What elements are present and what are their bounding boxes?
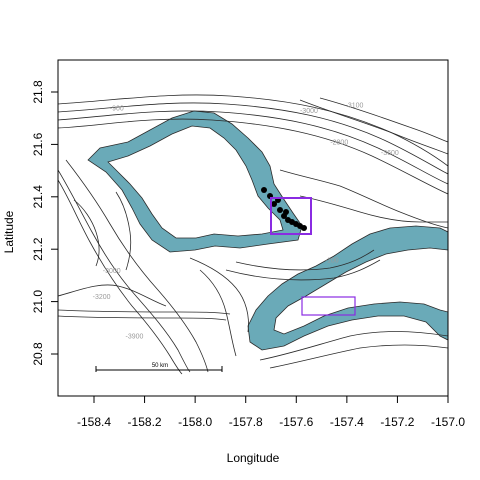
contour-line bbox=[73, 199, 100, 267]
x-axis-tick-label: -157.0 bbox=[431, 415, 465, 429]
contour-line bbox=[299, 195, 448, 223]
x-axis-tick-label: -158.4 bbox=[77, 415, 111, 429]
y-axis-title: Latitude bbox=[2, 210, 16, 253]
contour-label: -3000 bbox=[103, 268, 121, 275]
sample-point bbox=[283, 209, 289, 215]
oahu-land bbox=[107, 125, 284, 239]
contour-line bbox=[115, 191, 132, 271]
contour-label: -3200 bbox=[93, 294, 111, 301]
y-axis-tick-label: 21.8 bbox=[31, 80, 45, 104]
y-axis-tick-label: 21.0 bbox=[31, 290, 45, 314]
x-axis-tick-label: -157.6 bbox=[279, 415, 313, 429]
southeast-land bbox=[273, 247, 448, 335]
sample-point bbox=[301, 225, 307, 231]
x-axis-tick-label: -157.8 bbox=[229, 415, 263, 429]
plot-frame bbox=[57, 59, 449, 397]
contour-line bbox=[235, 249, 375, 271]
x-axis-tick-label: -157.4 bbox=[330, 415, 364, 429]
x-axis-tick-label: -157.2 bbox=[380, 415, 414, 429]
x-axis-title: Longitude bbox=[227, 451, 280, 465]
contour-line bbox=[58, 309, 231, 315]
contour-label: -100 bbox=[325, 257, 339, 264]
contour-label: -900 bbox=[110, 105, 124, 112]
contour-label: -3100 bbox=[345, 103, 363, 110]
contour-line bbox=[58, 315, 227, 321]
x-axis-tick-label: -158.0 bbox=[178, 415, 212, 429]
contour-labels: -900 -3100 -3000 -2800 -3600 -100 -3000 -3200 -3… bbox=[93, 103, 399, 341]
contour-line bbox=[269, 344, 448, 369]
sample-point bbox=[261, 187, 267, 193]
contour-line bbox=[58, 179, 183, 375]
y-axis-tick-label: 20.8 bbox=[31, 342, 45, 366]
contour-line bbox=[259, 331, 448, 361]
contour-label: -2800 bbox=[330, 139, 348, 146]
x-axis: -158.4 -158.2 -158.0 -157.8 -157.6 -157.4 -157… bbox=[77, 396, 465, 429]
sample-point bbox=[277, 207, 283, 213]
sample-point bbox=[271, 201, 277, 207]
contour-label: -3900 bbox=[126, 333, 144, 340]
bottom-blank-band bbox=[58, 370, 448, 396]
scale-bar-label: 50 km bbox=[152, 363, 168, 369]
study-box-south bbox=[301, 296, 356, 316]
contour-line bbox=[58, 169, 191, 373]
y-axis-tick-label: 21.6 bbox=[31, 132, 45, 156]
top-blank-band bbox=[58, 60, 448, 96]
contour-line bbox=[58, 110, 448, 185]
contour-line bbox=[199, 269, 237, 357]
y-axis-tick-label: 21.4 bbox=[31, 185, 45, 209]
x-axis-tick-label: -158.2 bbox=[128, 415, 162, 429]
contour-line bbox=[58, 284, 167, 307]
y-axis-tick-label: 21.2 bbox=[31, 237, 45, 261]
contour-label: -3000 bbox=[300, 108, 318, 115]
contour-line bbox=[58, 118, 448, 195]
contour-line bbox=[58, 94, 448, 167]
contour-line bbox=[189, 257, 249, 333]
scale-bar: 50 km bbox=[95, 363, 223, 372]
contour-line bbox=[225, 259, 381, 281]
contour-line bbox=[299, 99, 448, 155]
contour-line bbox=[319, 97, 448, 143]
study-box-north bbox=[270, 197, 312, 235]
contour-line bbox=[58, 102, 448, 175]
contour-line bbox=[65, 159, 209, 373]
contour-label: -3600 bbox=[381, 150, 399, 157]
y-axis: 20.8 21.0 21.2 21.4 21.6 21.8 bbox=[31, 80, 58, 366]
sample-points bbox=[261, 187, 307, 231]
contour-lines bbox=[58, 94, 448, 375]
map-content: -900 -3100 -3000 -2800 -3600 -100 -3000 -3200 -3… bbox=[58, 60, 448, 396]
